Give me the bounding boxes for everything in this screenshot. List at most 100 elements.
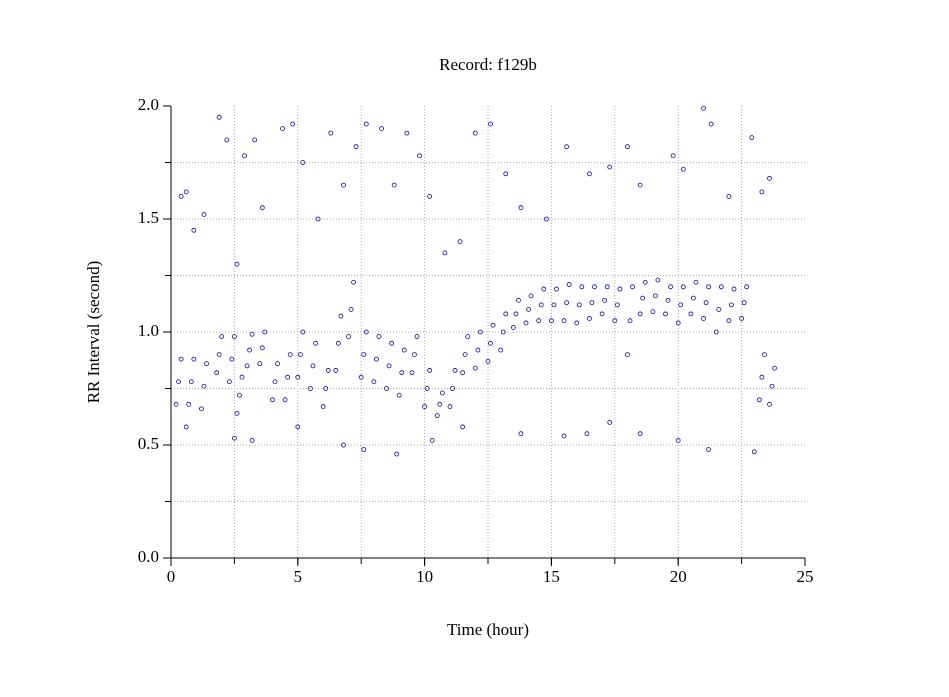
point <box>703 300 709 306</box>
point <box>465 334 471 339</box>
point <box>396 392 402 398</box>
point <box>708 121 714 127</box>
point <box>503 311 509 317</box>
point <box>693 279 699 285</box>
point <box>561 433 567 439</box>
point <box>637 182 643 188</box>
point <box>460 370 466 376</box>
point <box>176 379 182 385</box>
point <box>678 302 684 308</box>
point <box>262 329 268 335</box>
point <box>424 386 430 391</box>
point <box>541 286 547 292</box>
point <box>313 340 318 346</box>
point <box>579 284 585 290</box>
point <box>450 386 455 391</box>
point <box>341 182 346 188</box>
point <box>386 363 392 369</box>
y-tick-label: 0.5 <box>138 434 159 453</box>
point <box>655 277 661 283</box>
point <box>290 121 296 127</box>
point <box>650 309 656 315</box>
point <box>675 320 681 326</box>
point <box>275 361 280 367</box>
point <box>178 356 184 362</box>
point <box>351 279 356 285</box>
point <box>630 284 635 290</box>
point <box>640 295 646 301</box>
point <box>389 340 395 346</box>
point <box>231 435 237 441</box>
point <box>538 302 544 308</box>
point <box>488 121 493 127</box>
point <box>186 401 192 407</box>
point <box>528 293 534 299</box>
point <box>341 442 346 448</box>
point <box>729 302 734 308</box>
point <box>617 286 623 292</box>
point <box>718 284 724 290</box>
point <box>374 356 379 362</box>
point <box>226 379 232 385</box>
point <box>462 352 468 358</box>
point <box>412 352 417 358</box>
point <box>417 153 422 159</box>
point <box>338 313 344 319</box>
point <box>427 368 433 373</box>
point <box>259 345 265 351</box>
point <box>510 325 516 330</box>
point <box>691 295 696 301</box>
point <box>335 340 341 346</box>
point <box>706 447 712 452</box>
point <box>625 352 630 358</box>
point <box>308 386 313 391</box>
x-tick-label: 15 <box>543 567 560 586</box>
point <box>315 216 321 222</box>
point <box>490 322 496 328</box>
point <box>252 137 258 143</box>
point <box>614 302 620 308</box>
point <box>234 410 240 416</box>
point <box>706 284 712 290</box>
point <box>285 374 291 380</box>
point <box>762 352 767 358</box>
point <box>384 386 389 391</box>
point <box>376 334 382 339</box>
point <box>201 383 207 389</box>
point <box>744 284 750 290</box>
point <box>247 347 253 353</box>
point <box>447 404 453 409</box>
point <box>637 311 643 317</box>
point <box>701 316 706 321</box>
point <box>500 329 506 335</box>
point <box>295 374 301 380</box>
point <box>224 137 230 143</box>
point <box>759 189 765 195</box>
point <box>564 144 570 150</box>
point <box>518 431 524 437</box>
point <box>399 370 405 376</box>
point <box>680 284 686 290</box>
point <box>188 379 194 385</box>
point <box>759 374 765 380</box>
point <box>627 318 633 324</box>
point <box>216 114 222 120</box>
point <box>414 334 420 339</box>
point <box>607 419 613 425</box>
point <box>587 316 592 321</box>
point <box>272 379 278 385</box>
point <box>328 130 334 136</box>
point <box>204 361 209 367</box>
point <box>516 297 521 303</box>
point <box>282 397 288 403</box>
point <box>452 368 458 373</box>
x-tick-label: 10 <box>416 567 433 586</box>
point <box>475 347 481 353</box>
point <box>503 171 509 177</box>
point <box>310 363 316 369</box>
point <box>680 166 686 172</box>
point <box>295 424 301 430</box>
point <box>237 392 242 398</box>
point <box>663 311 668 317</box>
